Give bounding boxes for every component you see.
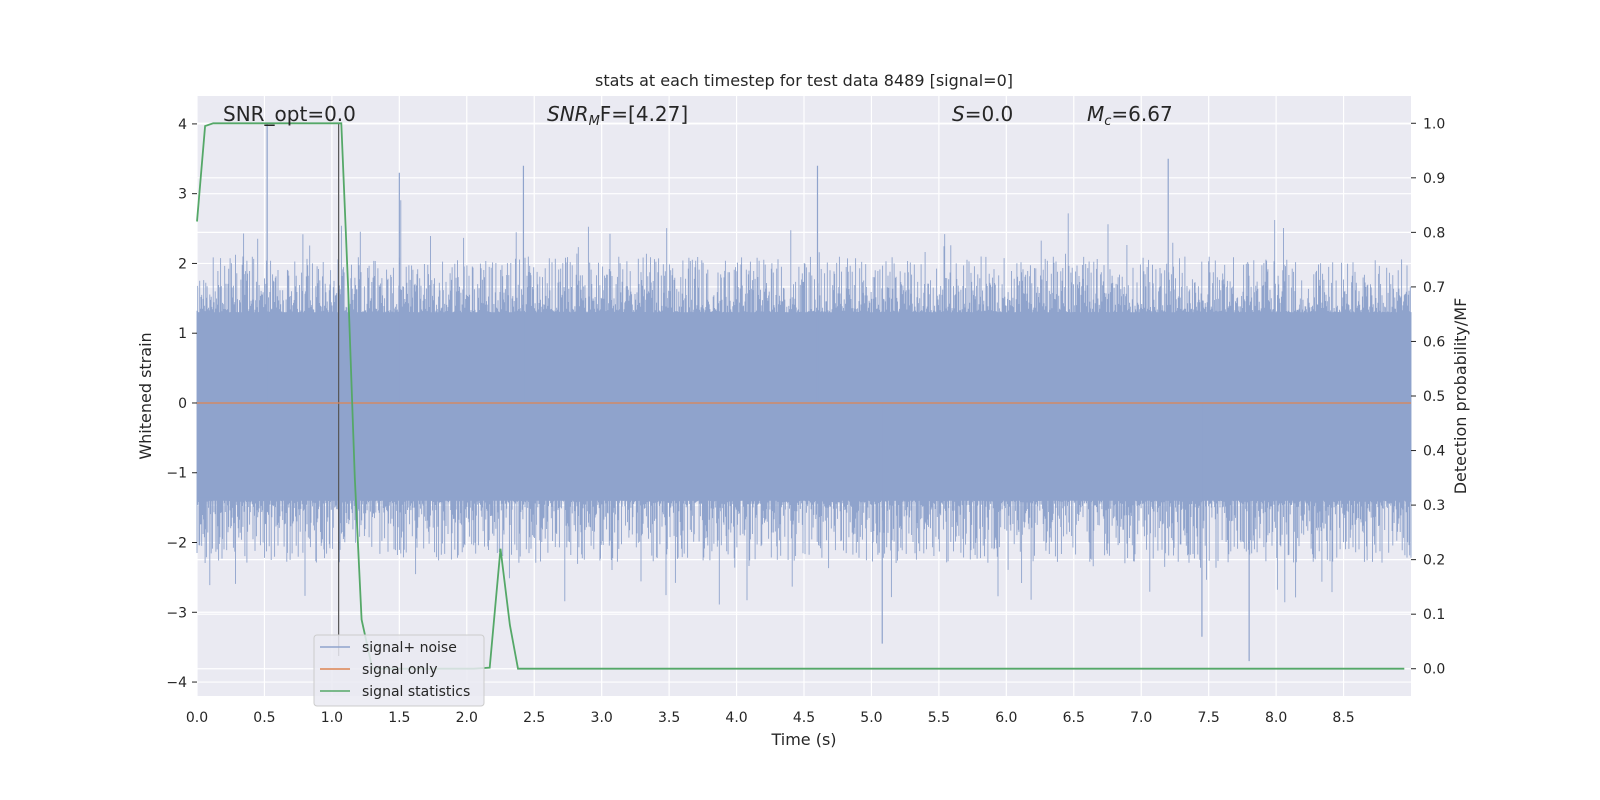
legend-label-signal-statistics: signal statistics: [362, 684, 470, 700]
y-right-tick-label: 0.4: [1423, 444, 1445, 460]
y-tick-label: −1: [166, 466, 187, 482]
x-tick-label: 8.5: [1332, 710, 1354, 726]
legend-box: [313, 634, 485, 707]
noise-series: [196, 123, 1412, 662]
x-tick-label: 6.5: [1063, 710, 1085, 726]
ticks: 0.0 0.5 1.0 1.5 2.0 2.5 3.0 3.5 4.0 4.5 5.0 5.5 6.0 6…: [166, 116, 1445, 726]
annotation-mc: Mc=6.67: [1087, 102, 1173, 129]
y-right-tick-label: 0.5: [1423, 389, 1445, 405]
x-tick-label: 4.5: [793, 710, 815, 726]
y-right-tick-label: 0.8: [1423, 225, 1445, 241]
y-tick-label: −4: [166, 675, 187, 691]
legend-label-signal-only: signal only: [362, 662, 437, 678]
y-tick-label: −2: [166, 536, 187, 552]
x-axis-label: Time (s): [770, 730, 836, 749]
x-tick-label: 5.5: [928, 710, 950, 726]
x-tick-label: 7.5: [1198, 710, 1220, 726]
y-right-tick-label: 0.7: [1423, 280, 1445, 296]
x-tick-label: 1.5: [388, 710, 410, 726]
series-signal-noise-core: [197, 336, 1411, 498]
x-tick-label: 0.5: [253, 710, 275, 726]
legend: signal+ noise signal only signal statist…: [313, 634, 485, 707]
x-tick-label: 4.0: [725, 710, 747, 726]
y-tick-label: −3: [166, 605, 187, 621]
y-right-tick-label: 0.2: [1423, 553, 1445, 569]
annotation-snr-opt: SNR_opt=0.0: [223, 102, 356, 126]
x-tick-label: 6.0: [995, 710, 1017, 726]
x-tick-label: 2.0: [456, 710, 478, 726]
annotation-s: S=0.0: [952, 102, 1013, 126]
x-tick-label: 7.0: [1130, 710, 1152, 726]
annotation-snr-mf: SNRMF=[4.27]: [547, 102, 688, 129]
legend-label-signal-noise: signal+ noise: [362, 640, 457, 656]
y-tick-label: 4: [178, 117, 187, 133]
y-axis-right-label: Detection probability/MF: [1451, 298, 1470, 495]
x-tick-label: 2.5: [523, 710, 545, 726]
y-right-tick-label: 0.1: [1423, 607, 1445, 623]
y-tick-label: 1: [178, 326, 187, 342]
y-right-tick-label: 0.9: [1423, 171, 1445, 187]
x-tick-label: 1.0: [321, 710, 343, 726]
x-tick-label: 3.0: [591, 710, 613, 726]
x-tick-label: 0.0: [186, 710, 208, 726]
y-right-tick-label: 0.3: [1423, 498, 1445, 514]
chart-title: stats at each timestep for test data 848…: [595, 71, 1013, 90]
y-tick-label: 0: [178, 396, 187, 412]
y-right-tick-label: 1.0: [1423, 116, 1445, 132]
y-axis-label: Whitened strain: [136, 332, 155, 459]
x-tick-label: 5.0: [860, 710, 882, 726]
y-right-tick-label: 0.6: [1423, 334, 1445, 350]
y-tick-label: 2: [178, 256, 187, 272]
y-tick-label: 3: [178, 187, 187, 203]
y-right-tick-label: 0.0: [1423, 662, 1445, 678]
x-tick-label: 3.5: [658, 710, 680, 726]
x-tick-label: 8.0: [1265, 710, 1287, 726]
